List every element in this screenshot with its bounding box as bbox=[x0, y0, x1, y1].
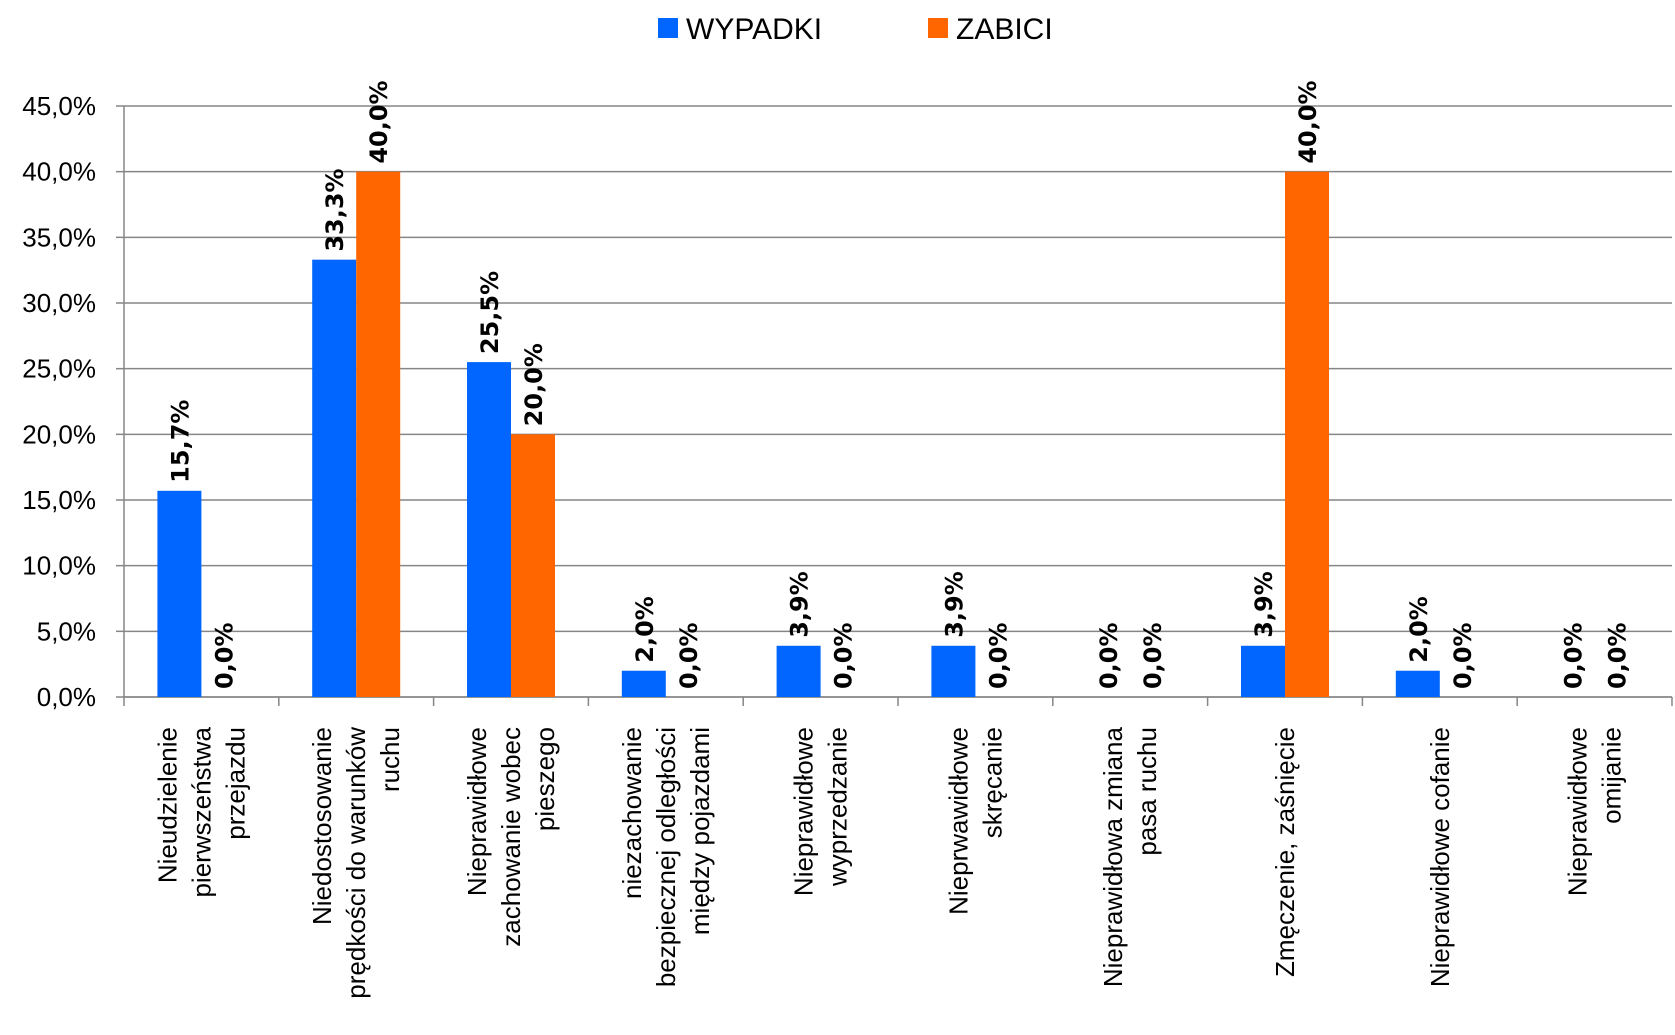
data-label: 0,0% bbox=[1449, 622, 1477, 689]
category-label-line: przejazdu bbox=[220, 727, 250, 840]
category-label-line: Nieprawidłowe bbox=[789, 727, 819, 896]
bar-wypadki bbox=[621, 670, 666, 697]
data-label: 33,3% bbox=[321, 168, 349, 251]
category-label-line: Nieprawidłowe bbox=[462, 727, 492, 896]
data-label: 40,0% bbox=[365, 80, 393, 163]
category-label-line: ruchu bbox=[375, 727, 405, 792]
data-label: 2,0% bbox=[631, 596, 659, 663]
bar-wypadki bbox=[776, 645, 821, 697]
axes: 0,0% 5,0% 10,0% 15,0% 20,0% 25,0% 30,0% 35,0% 40… bbox=[22, 91, 1673, 712]
category-label: Nieprawidłowe omijanie bbox=[1563, 727, 1627, 896]
data-label: 0,0% bbox=[675, 622, 703, 689]
category-label-line: omijanie bbox=[1597, 727, 1627, 824]
y-tick-label: 0,0% bbox=[37, 682, 96, 712]
category-label-line: pasa ruchu bbox=[1132, 727, 1162, 856]
bars bbox=[157, 171, 1440, 697]
data-label: 0,0% bbox=[210, 622, 238, 689]
category-label: Nieprawidłowe zachowanie wobec pieszego bbox=[462, 727, 560, 947]
data-label: 3,9% bbox=[786, 571, 814, 638]
data-label: 15,7% bbox=[166, 400, 194, 483]
category-label-line: Nieprwawidłowe bbox=[943, 727, 973, 915]
category-label-line: Nieprawidłowa zmiana bbox=[1098, 726, 1128, 987]
data-label: 40,0% bbox=[1294, 80, 1322, 163]
y-tick-label: 35,0% bbox=[22, 222, 96, 252]
category-label-line: wyprzedzanie bbox=[823, 727, 853, 887]
legend: WYPADKI ZABICI bbox=[658, 13, 1053, 46]
legend-swatch-wypadki bbox=[658, 18, 678, 38]
bar-zabici bbox=[356, 171, 401, 697]
bar-wypadki bbox=[467, 362, 511, 697]
bar-wypadki bbox=[931, 645, 976, 697]
legend-swatch-zabici bbox=[928, 18, 948, 38]
data-label: 25,5% bbox=[476, 271, 504, 354]
y-tick-label: 30,0% bbox=[22, 288, 96, 318]
y-tick-label: 45,0% bbox=[22, 91, 96, 121]
data-labels: 15,7% 33,3% 25,5% 2,0% 3,9% 3,9% 0,0% 3,9% 2,0% 0… bbox=[166, 80, 1631, 689]
category-label-line: Nieprawidłowe bbox=[1563, 727, 1593, 896]
bar-wypadki bbox=[1241, 645, 1285, 697]
data-label: 0,0% bbox=[984, 622, 1012, 689]
legend-label-wypadki: WYPADKI bbox=[686, 13, 822, 46]
category-label-line: Niedostosowanie bbox=[307, 727, 337, 925]
data-label: 0,0% bbox=[1139, 622, 1167, 689]
data-label: 20,0% bbox=[520, 343, 548, 426]
data-label: 2,0% bbox=[1405, 596, 1433, 663]
category-label: Zmęczenie, zaśnięcie bbox=[1270, 727, 1300, 977]
category-label-line: Nieudzielenie bbox=[152, 727, 182, 883]
category-label: Nieprawidłowe cofanie bbox=[1425, 727, 1455, 987]
bar-wypadki bbox=[157, 490, 202, 697]
category-label: Nieudzielenie pierwszeństwa przejazdu bbox=[152, 726, 250, 897]
category-labels: Nieudzielenie pierwszeństwa przejazdu Niedo… bbox=[152, 726, 1626, 998]
bar-zabici bbox=[511, 434, 555, 697]
category-label-line: pieszego bbox=[530, 727, 560, 831]
y-tick-label: 25,0% bbox=[22, 354, 96, 384]
data-label: 0,0% bbox=[1560, 622, 1588, 689]
category-label-line: prędkości do warunków bbox=[341, 727, 371, 999]
category-label-line: bezpiecznej odległości bbox=[651, 727, 681, 987]
category-label: niezachowanie bezpiecznej odległości międz… bbox=[617, 727, 715, 987]
data-label: 3,9% bbox=[940, 571, 968, 638]
data-label: 3,9% bbox=[1250, 571, 1278, 638]
bar-wypadki bbox=[312, 259, 357, 697]
category-label-line: między pojazdami bbox=[685, 727, 715, 935]
y-tick-label: 20,0% bbox=[22, 419, 96, 449]
bar-zabici bbox=[1285, 171, 1329, 697]
category-label-line: skręcanie bbox=[977, 727, 1007, 838]
y-tick-label: 10,0% bbox=[22, 551, 96, 581]
category-label: Nieprawidłowa zmiana pasa ruchu bbox=[1098, 726, 1162, 987]
legend-label-zabici: ZABICI bbox=[956, 13, 1053, 46]
y-tick-label: 5,0% bbox=[37, 616, 96, 646]
data-label: 0,0% bbox=[830, 622, 858, 689]
y-tick-label: 15,0% bbox=[22, 485, 96, 515]
category-label: Nieprwawidłowe skręcanie bbox=[943, 727, 1007, 915]
y-tick-label: 40,0% bbox=[22, 157, 96, 187]
category-label: Niedostosowanie prędkości do warunków ruch… bbox=[307, 727, 405, 999]
bar-wypadki bbox=[1395, 670, 1440, 697]
category-label-line: Zmęczenie, zaśnięcie bbox=[1270, 727, 1300, 977]
category-label-line: niezachowanie bbox=[617, 727, 647, 899]
category-label-line: Nieprawidłowe cofanie bbox=[1425, 727, 1455, 987]
data-label: 0,0% bbox=[1095, 622, 1123, 689]
category-label-line: pierwszeństwa bbox=[186, 726, 216, 897]
category-label-line: zachowanie wobec bbox=[496, 727, 526, 947]
category-label: Nieprawidłowe wyprzedzanie bbox=[789, 727, 853, 896]
data-label: 0,0% bbox=[1604, 622, 1632, 689]
